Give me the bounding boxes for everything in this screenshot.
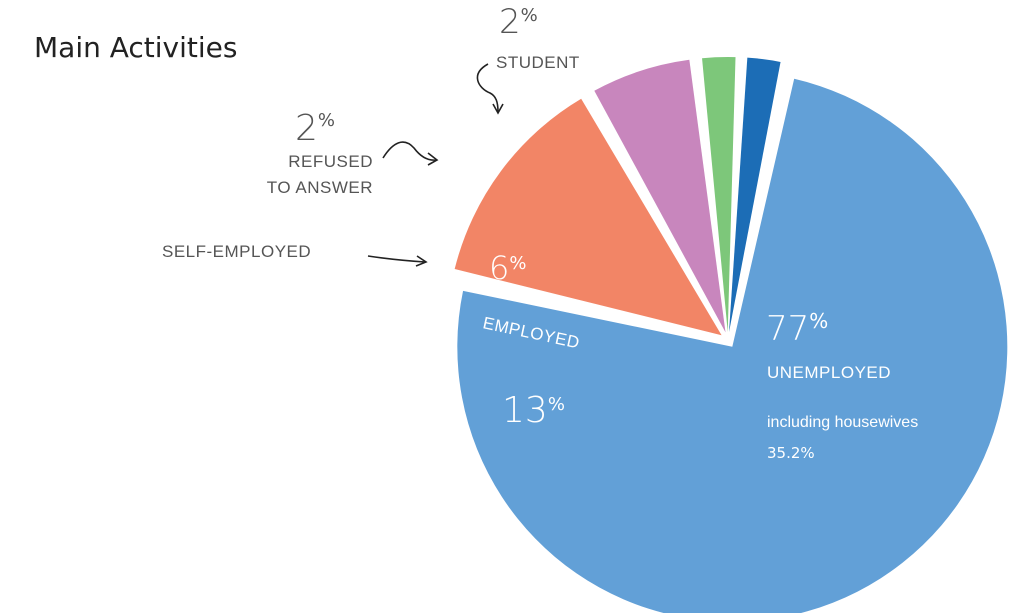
pie-slice-self-employed xyxy=(594,59,726,333)
refused-label-line-2: TO ANSWER xyxy=(267,178,373,197)
self-employed-label: SELF-EMPLOYED xyxy=(162,242,311,261)
chart-title: Main Activities xyxy=(34,31,237,64)
refused-arrow xyxy=(382,141,437,161)
refused-label-group: 2% REFUSED TO ANSWER xyxy=(267,108,439,197)
pie-slice-employed xyxy=(454,98,722,336)
student-percent: 2% xyxy=(499,2,538,42)
refused-label-line-1: REFUSED xyxy=(288,152,373,171)
student-label-group: 2% STUDENT xyxy=(476,2,580,115)
unemployed-percent: 77% xyxy=(766,309,828,349)
pie-slice-student xyxy=(729,57,781,333)
pie-slice-refused-to-answer xyxy=(702,57,736,332)
self-employed-arrow-head xyxy=(415,255,428,267)
employed-percent: 13% xyxy=(502,390,565,431)
student-label: STUDENT xyxy=(496,53,580,72)
housewives-note-value: 35.2% xyxy=(767,444,815,462)
unemployed-label-group: 77% UNEMPLOYED including housewives 35.2… xyxy=(766,309,918,462)
student-arrow-head xyxy=(492,103,504,115)
self-employed-percent: 6% xyxy=(489,249,526,287)
refused-arrow-head xyxy=(427,152,439,166)
refused-percent: 2% xyxy=(295,108,335,149)
self-employed-label-group: 6% SELF-EMPLOYED xyxy=(162,242,526,287)
unemployed-label: UNEMPLOYED xyxy=(767,363,891,382)
self-employed-arrow xyxy=(367,255,426,263)
pie-slice-unemployed xyxy=(457,78,1008,613)
pie-slices xyxy=(454,57,1008,613)
student-arrow xyxy=(476,63,499,113)
housewives-note-label: including housewives xyxy=(767,414,918,431)
